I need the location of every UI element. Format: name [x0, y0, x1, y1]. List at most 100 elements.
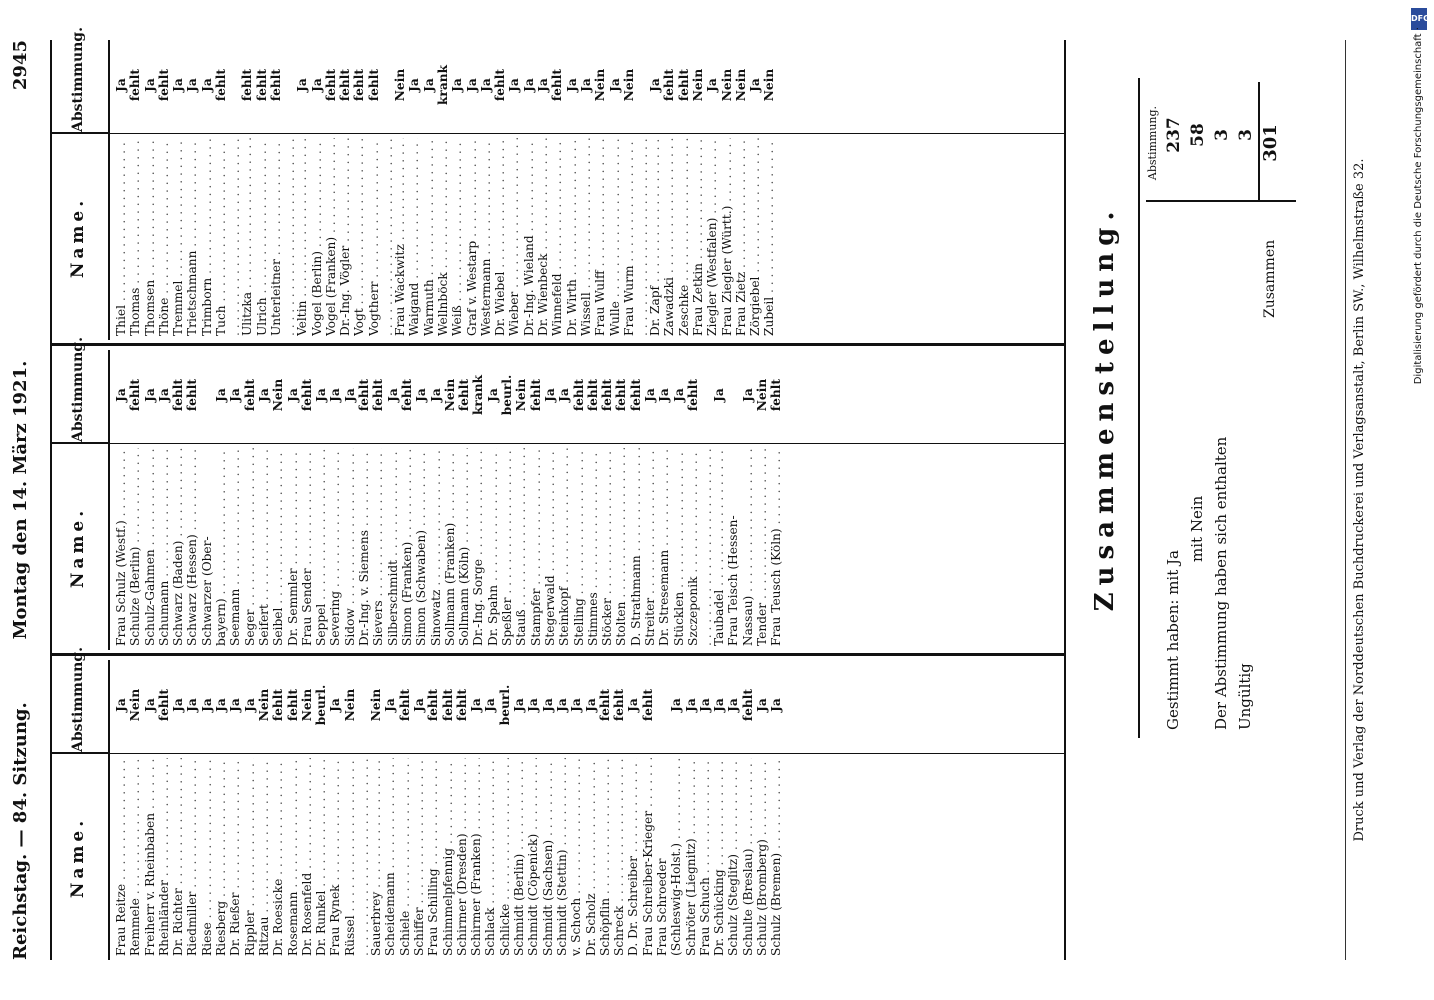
member-name: Dr. Zapf — [648, 138, 662, 336]
vote-value: Ja — [526, 698, 541, 712]
vote-value: Ja — [142, 78, 157, 92]
table-row: Stücklen Ja — [672, 350, 686, 650]
member-name: Unterleitner — [269, 138, 283, 336]
vote-value: fehlt — [676, 68, 691, 102]
vote-value: fehlt — [740, 688, 755, 722]
member-name: Zeschke — [677, 138, 691, 336]
member-name: Frau Ziegler (Württ.) — [720, 138, 734, 336]
vote-value: fehlt — [662, 68, 677, 102]
member-name: Thomsen — [143, 138, 157, 336]
table-row: Frau Ziegler (Württ.) Nein — [720, 40, 734, 340]
member-name: Rüssel — [343, 758, 357, 956]
table-row: Sollmann (Köln) fehlt — [457, 350, 471, 650]
table-row: Dr.-Ing. Vögler fehlt — [338, 40, 352, 340]
table-row: Schwarz (Baden) fehlt — [171, 350, 185, 650]
member-name: Zubeil — [762, 138, 776, 336]
member-name: Dr.-Ing. v. Siemens — [357, 448, 371, 646]
member-name: Ulrich — [255, 138, 269, 336]
summary-title: Zusammenstellung. — [1090, 204, 1120, 612]
vote-value: beurl. — [500, 374, 515, 416]
table-row: Dr. Richter Ja — [171, 660, 185, 960]
vote-value: Ja — [697, 698, 712, 712]
vote-value: Ja — [542, 388, 557, 402]
vote-value: fehlt — [240, 68, 255, 102]
table-row: Rippler Ja — [243, 660, 257, 960]
vote-value: beurl. — [314, 684, 329, 726]
column-header-vote: Abstimmung. — [70, 337, 86, 442]
member-name: Riesberg — [214, 758, 228, 956]
member-name: Schmidt (Stettin) — [555, 758, 569, 956]
column-header: Name. Abstimmung. — [52, 337, 110, 650]
table-row: Dr. Zapf Ja — [648, 40, 662, 340]
member-name: Schröter (Liegnitz) — [684, 758, 698, 956]
table-row: Warmuth Ja — [422, 40, 436, 340]
member-name: Stücklen — [672, 448, 686, 646]
member-name: Trimborn — [200, 138, 214, 336]
table-row: Frau Reitze Ja — [114, 660, 128, 960]
vote-value: fehlt — [366, 68, 381, 102]
summary-label: Ungültig — [1236, 663, 1254, 730]
vote-value: fehlt — [614, 378, 629, 412]
table-row: Schmidt (Berlin) Ja — [512, 660, 526, 960]
member-name: Wissell — [579, 138, 593, 336]
member-name: Seppel — [314, 448, 328, 646]
member-name: Frau Reitze — [114, 758, 128, 956]
vote-value: Ja — [214, 388, 229, 402]
table-row: Zawadzki fehlt — [662, 40, 676, 340]
member-name: Schreck — [612, 758, 626, 956]
member-name: Stampfer — [529, 448, 543, 646]
member-name: Schirmer (Franken) — [469, 758, 483, 956]
vote-value: Ja — [383, 698, 398, 712]
vote-value: Ja — [414, 388, 429, 402]
table-row: Schulze (Berlin) fehlt — [128, 350, 142, 650]
vote-value: fehlt — [440, 688, 455, 722]
member-name: Dr. Richter — [171, 758, 185, 956]
table-row: Schimmelpfennig fehlt — [441, 660, 455, 960]
table-row: Seibel Nein — [271, 350, 285, 650]
column-header: Name. Abstimmung. — [52, 647, 110, 960]
table-row: Frau Schilling fehlt — [426, 660, 440, 960]
column-header-name: Name. — [68, 816, 88, 899]
table-row: Schmidt (Cöpenick) Ja — [526, 660, 540, 960]
table-row: Schmidt (Stettin) Ja — [555, 660, 569, 960]
member-name: (Schleswig-Holst.) — [669, 758, 683, 956]
table-row — [283, 40, 295, 340]
vote-value: fehlt — [585, 378, 600, 412]
member-name: Schöpflin — [598, 758, 612, 956]
member-name: Dr.-Ing. Sorge — [471, 448, 485, 646]
member-name: Frau Sender — [300, 448, 314, 646]
table-row: Schirmer (Franken) Ja — [469, 660, 483, 960]
member-name: Dr.-Ing. Vögler — [338, 138, 352, 336]
vote-value: Ja — [671, 388, 686, 402]
member-name: Schmidt (Sachsen) — [541, 758, 555, 956]
member-name: Seemann — [228, 448, 242, 646]
vote-value: fehlt — [156, 68, 171, 102]
table-row: Schirmer (Dresden) fehlt — [455, 660, 469, 960]
member-name: Frau Wurm — [622, 138, 636, 336]
member-name: Schulz (Bremen) — [769, 758, 783, 956]
member-name: Thöne — [157, 138, 171, 336]
vote-value: Ja — [712, 388, 727, 402]
member-name: Tender — [755, 448, 769, 646]
member-name: Sidow — [343, 448, 357, 646]
table-row: Frau Rynek Ja — [328, 660, 342, 960]
table-row: Sauerbrey Nein — [369, 660, 383, 960]
table-row: Remmele Nein — [128, 660, 142, 960]
table-row: Stegerwald Ja — [543, 350, 557, 650]
table-row: Thomas fehlt — [128, 40, 142, 340]
member-name: Ritzau — [257, 758, 271, 956]
table-row: Riesberg Ja — [214, 660, 228, 960]
table-row: Streiter Ja — [643, 350, 657, 650]
table-row: Riese Ja — [200, 660, 214, 960]
column-header-name: Name. — [68, 196, 88, 279]
vote-value: Nein — [733, 68, 748, 102]
table-row — [381, 40, 393, 340]
member-name: Vogel (Franken) — [324, 138, 338, 336]
vote-value: Ja — [450, 78, 465, 92]
table-row: Dr. Semmler Ja — [286, 350, 300, 650]
vote-value: Ja — [328, 388, 343, 402]
table-row: Seifert Ja — [257, 350, 271, 650]
table-row: Frau Teisch (Hessen- — [726, 350, 740, 650]
vote-value: Ja — [214, 698, 229, 712]
column-header-vote: Abstimmung. — [70, 27, 86, 132]
